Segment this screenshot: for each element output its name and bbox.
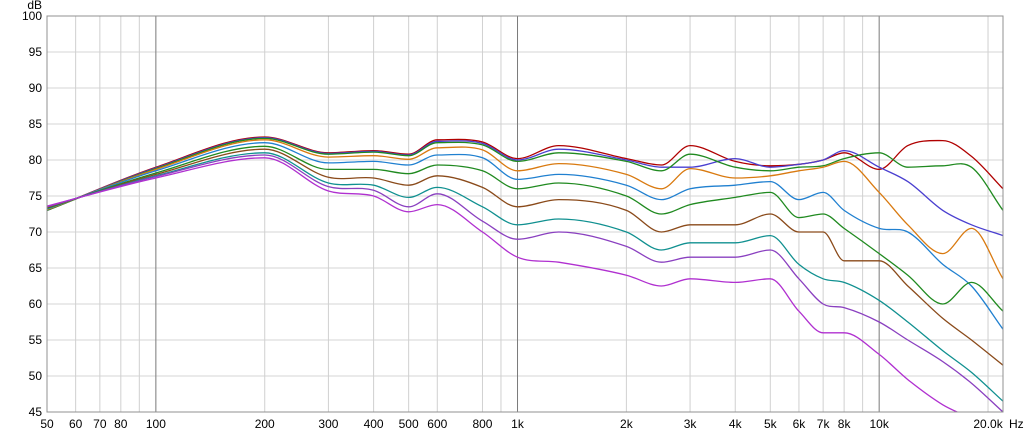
x-tick-label: 4k [729, 417, 743, 431]
x-tick-label: 50 [40, 417, 54, 431]
series-line-9 [47, 154, 1003, 412]
series-line-3 [47, 137, 1003, 212]
x-tick-label: 6k [793, 417, 807, 431]
y-tick-label: 45 [29, 405, 43, 419]
series-group [47, 136, 1003, 412]
x-tick-labels: 50 60 70 80 100 200 300 400 500 600 800 1k 2k 3k 4k 5k 6… [40, 417, 1003, 431]
x-tick-label: 2k [620, 417, 634, 431]
y-tick-label: 65 [29, 261, 43, 275]
y-tick-label: 95 [29, 45, 43, 59]
x-tick-label: 70 [93, 417, 107, 431]
x-tick-label: 10k [869, 417, 889, 431]
x-tick-label: 500 [399, 417, 419, 431]
x-tick-label: 80 [114, 417, 128, 431]
series-line-5 [47, 142, 1003, 330]
y-tick-label: 85 [29, 117, 43, 131]
x-tick-label: 5k [764, 417, 778, 431]
y-tick-label: 75 [29, 189, 43, 203]
x-tick-label: 1k [511, 417, 525, 431]
x-tick-label: 3k [684, 417, 698, 431]
series-line-2 [47, 137, 1003, 237]
x-tick-label: 400 [364, 417, 384, 431]
x-tick-label: 600 [427, 417, 447, 431]
y-tick-label: 90 [29, 81, 43, 95]
x-tick-label: 8k [838, 417, 852, 431]
plot-background [47, 16, 1003, 412]
y-tick-labels: 45 50 55 60 65 70 75 80 85 90 95 100 [22, 9, 42, 419]
plot-frame [46, 15, 1004, 413]
y-tick-label: 60 [29, 297, 43, 311]
x-tick-label: 60 [69, 417, 83, 431]
x-tick-label: 20.0k [973, 417, 1003, 431]
x-tick-label: 7k [817, 417, 831, 431]
x-tick-label: 800 [472, 417, 492, 431]
x-tick-label: 300 [318, 417, 338, 431]
series-line-7 [47, 148, 1003, 366]
series-line-10 [47, 157, 959, 412]
x-tick-label: 200 [255, 417, 275, 431]
y-tick-label: 50 [29, 369, 43, 383]
y-tick-label: 70 [29, 225, 43, 239]
y-tick-label: 55 [29, 333, 43, 347]
x-axis-label: Hz [1009, 417, 1024, 431]
y-axis-label: dB [27, 0, 42, 12]
series-line-4 [47, 139, 1003, 280]
y-tick-label: 100 [22, 9, 42, 23]
series-line-8 [47, 152, 1003, 402]
x-tick-label: 100 [146, 417, 166, 431]
series-line-6 [47, 145, 1003, 312]
y-tick-label: 80 [29, 153, 43, 167]
